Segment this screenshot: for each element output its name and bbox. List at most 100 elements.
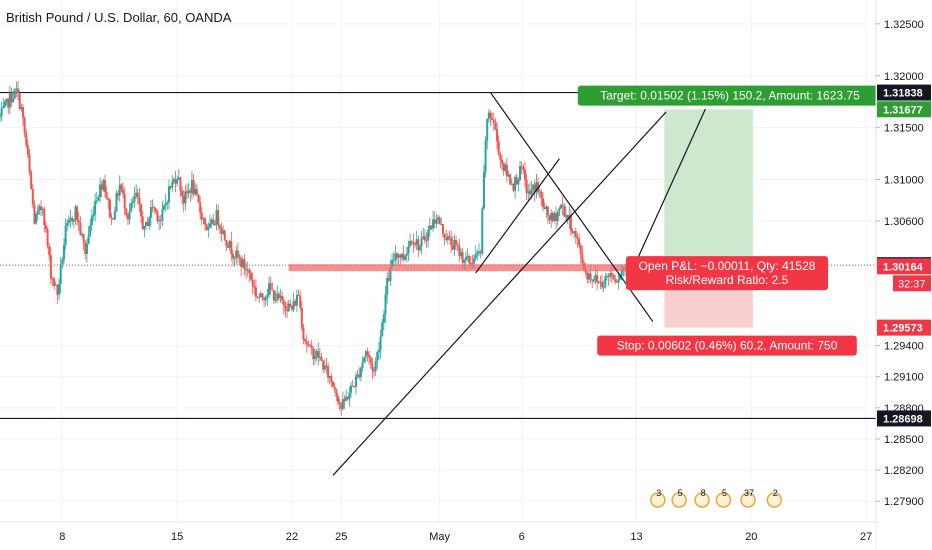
candle-body [217, 210, 220, 226]
candle-body [615, 281, 618, 283]
candle-body [28, 154, 31, 172]
price-label-bg [877, 101, 931, 118]
candle-body [15, 88, 18, 90]
candle-body [450, 237, 453, 245]
candle-body [108, 200, 111, 218]
candle-body [125, 208, 128, 216]
candle-body [215, 210, 218, 225]
candle-body [523, 169, 526, 180]
candle-body [345, 396, 348, 402]
candle-body [156, 211, 159, 221]
price-tick-label: 1.28500 [884, 434, 924, 446]
time-axis[interactable]: 8 15 22 25 May 6 13 20 27 [0, 521, 876, 550]
price-label-bg [877, 410, 931, 427]
event-icon[interactable]: 8 [694, 488, 710, 508]
candle-body [441, 224, 444, 234]
candle-body [335, 389, 338, 397]
candle-body [404, 255, 407, 260]
trendline[interactable] [637, 108, 706, 258]
candle-body [597, 281, 600, 283]
candle-body [235, 250, 238, 259]
event-icon[interactable]: 37 [740, 488, 756, 508]
candle-body [332, 381, 335, 387]
candle-body [550, 212, 553, 221]
candle-body [543, 206, 546, 209]
candle-body [2, 106, 5, 109]
price-axis[interactable]: 1.279001.282001.285001.288001.291001.294… [875, 0, 932, 550]
candle-body [123, 193, 126, 209]
flag-icon [740, 492, 756, 508]
candle-body [7, 98, 10, 108]
candle-body [409, 240, 412, 247]
trendline[interactable] [475, 158, 560, 274]
candles [0, 80, 636, 416]
candle-body [220, 228, 223, 234]
event-icon[interactable]: 5 [715, 488, 732, 508]
candle-body [540, 191, 543, 199]
candle-body [38, 206, 41, 211]
candle-body [563, 206, 566, 217]
candle-body [138, 197, 141, 204]
candle-body [578, 238, 581, 245]
event-count: 2 [773, 488, 778, 498]
trendlines[interactable] [332, 92, 706, 476]
candle-body [548, 215, 551, 221]
candle-body [520, 166, 523, 168]
candle-body [395, 253, 398, 258]
price-tick-label: 1.30600 [884, 216, 924, 228]
candle-body [305, 341, 308, 345]
candle-body [295, 294, 298, 306]
candle-body [13, 89, 16, 99]
event-icon[interactable]: 5 [671, 488, 687, 508]
candle-body [517, 180, 520, 185]
price-tick-label: 1.29400 [884, 341, 924, 353]
event-icons[interactable]: 3 5 8 5 37 2 [650, 488, 783, 508]
candle-body [18, 93, 21, 109]
candle-body [561, 204, 564, 207]
trendline[interactable] [332, 111, 667, 476]
candle-body [113, 211, 116, 220]
candle-body [130, 203, 133, 211]
candle-body [371, 363, 374, 371]
candle-body [461, 252, 464, 263]
candle-body [66, 222, 69, 226]
price-label: 1.30164 [883, 261, 924, 273]
candle-body [405, 253, 408, 256]
candle-body [153, 207, 156, 209]
candle-body [95, 200, 98, 202]
candle-body [558, 208, 561, 212]
candle-body [67, 219, 70, 223]
candle-body [253, 286, 256, 288]
candle-body [591, 279, 594, 281]
candle-body [204, 218, 207, 225]
event-icon[interactable]: 2 [766, 488, 783, 508]
candle-body [541, 198, 544, 207]
candle-body [71, 218, 74, 222]
time-tick-label: 22 [286, 531, 298, 543]
candle-body [602, 286, 605, 288]
candle-body [171, 181, 174, 188]
candle-body [350, 385, 353, 393]
candle-body [266, 294, 269, 297]
flag-icon [650, 492, 666, 508]
candle-body [21, 106, 24, 118]
candle-body [317, 351, 320, 359]
trendline[interactable] [490, 92, 654, 323]
candle-body [53, 278, 56, 286]
candle-body [309, 344, 312, 346]
candle-body [340, 404, 343, 409]
candle-body [487, 112, 490, 119]
candle-body [384, 294, 387, 315]
candle-body [381, 322, 384, 337]
event-icon[interactable]: 3 [650, 488, 666, 508]
candle-body [348, 392, 351, 400]
candle-body [400, 253, 403, 258]
candle-body [90, 216, 93, 226]
candle-body [453, 239, 456, 250]
candle-body [505, 164, 508, 177]
position-labels: Target: 0.01502 (1.15%) 150.2, Amount: 1… [577, 85, 883, 356]
candle-body [120, 184, 123, 190]
candle-body [451, 244, 454, 250]
candle-body [79, 222, 82, 235]
